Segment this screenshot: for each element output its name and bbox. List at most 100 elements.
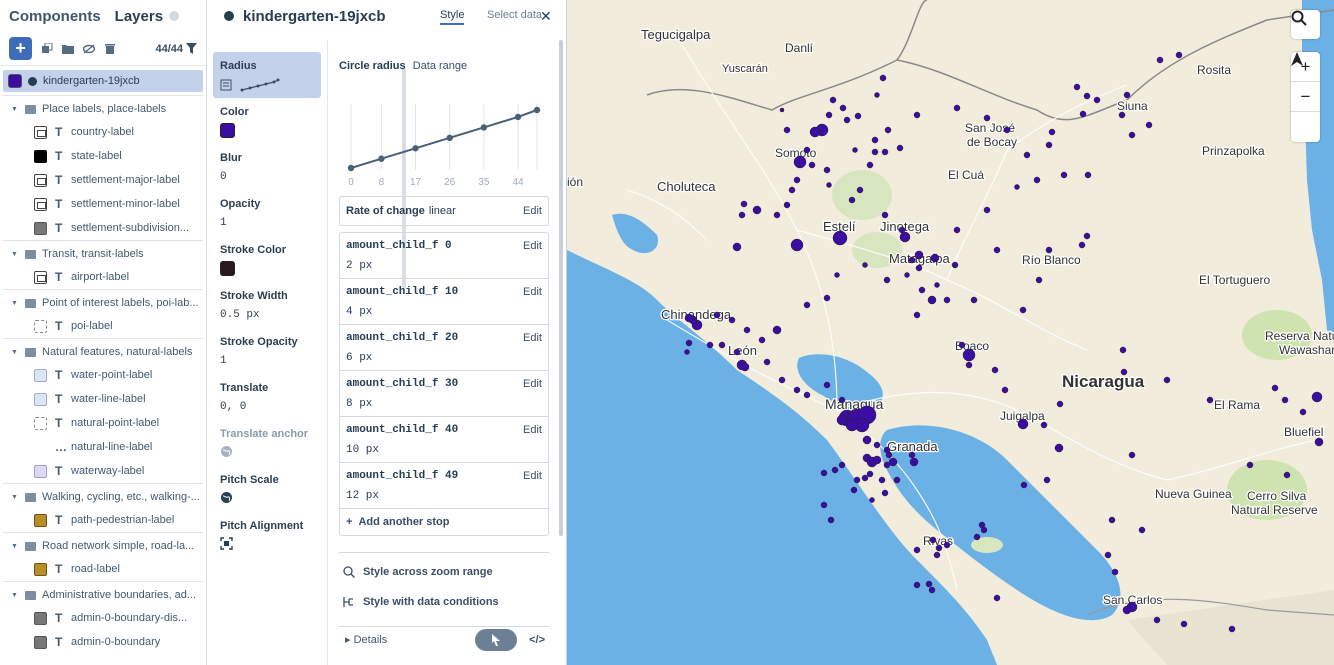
kindergarten-point[interactable]	[918, 286, 926, 294]
kindergarten-point[interactable]	[1128, 131, 1136, 139]
kindergarten-point[interactable]	[856, 186, 864, 194]
stop-edit-button[interactable]: Edit	[523, 286, 542, 298]
kindergarten-point[interactable]	[848, 196, 856, 204]
kindergarten-point[interactable]	[1122, 605, 1132, 615]
kindergarten-point[interactable]	[904, 272, 910, 278]
globe-icon[interactable]	[220, 445, 314, 461]
kindergarten-point[interactable]	[1043, 476, 1051, 484]
kindergarten-point[interactable]	[738, 211, 746, 219]
kindergarten-point[interactable]	[914, 250, 924, 260]
kindergarten-point[interactable]	[1023, 151, 1031, 159]
kindergarten-point[interactable]	[706, 341, 714, 349]
kindergarten-point[interactable]	[825, 111, 833, 119]
caret-down-icon[interactable]: ▼	[11, 591, 18, 599]
property-opacity[interactable]: Opacity 1	[213, 190, 321, 236]
tab-layers[interactable]: Layers	[114, 7, 164, 25]
kindergarten-point[interactable]	[684, 349, 690, 355]
property-color[interactable]: Color	[213, 98, 321, 144]
kindergarten-point[interactable]	[1246, 461, 1254, 469]
kindergarten-point[interactable]	[965, 361, 973, 369]
kindergarten-point[interactable]	[1001, 386, 1009, 394]
property-translate-anchor[interactable]: Translate anchor	[213, 420, 321, 466]
kindergarten-point[interactable]	[935, 544, 943, 552]
kindergarten-point[interactable]	[826, 182, 832, 188]
kindergarten-point[interactable]	[1119, 346, 1127, 354]
kindergarten-point[interactable]	[850, 486, 858, 494]
kindergarten-point[interactable]	[866, 161, 874, 169]
kindergarten-point[interactable]	[773, 211, 781, 219]
kindergarten-point[interactable]	[1118, 111, 1126, 119]
kindergarten-point[interactable]	[930, 253, 940, 263]
kindergarten-point[interactable]	[852, 147, 858, 153]
kindergarten-point[interactable]	[820, 501, 828, 509]
caret-down-icon[interactable]: ▼	[11, 299, 18, 307]
kindergarten-point[interactable]	[888, 457, 898, 467]
kindergarten-point[interactable]	[933, 551, 941, 559]
stop-edit-button[interactable]: Edit	[523, 378, 542, 390]
kindergarten-point[interactable]	[1108, 516, 1116, 524]
kindergarten-point[interactable]	[808, 161, 816, 169]
chart-point[interactable]	[378, 155, 385, 162]
kindergarten-point[interactable]	[783, 201, 791, 209]
chart-point[interactable]	[347, 164, 355, 172]
kindergarten-point[interactable]	[927, 295, 937, 305]
property-scrollbar[interactable]	[402, 68, 406, 288]
tab-components[interactable]: Components	[9, 7, 101, 25]
caret-down-icon[interactable]: ▼	[11, 250, 18, 258]
kindergarten-point[interactable]	[874, 92, 880, 98]
kindergarten-point[interactable]	[732, 242, 742, 252]
kindergarten-point[interactable]	[929, 536, 937, 544]
kindergarten-point[interactable]	[861, 474, 869, 482]
kindergarten-point[interactable]	[838, 396, 846, 404]
property-pitch-scale[interactable]: Pitch Scale	[213, 466, 321, 512]
add-layer-button[interactable]: +	[9, 37, 32, 60]
stop-edit-button[interactable]: Edit	[523, 240, 542, 252]
kindergarten-point[interactable]	[838, 461, 846, 469]
globe-icon[interactable]	[220, 491, 314, 507]
caret-down-icon[interactable]: ▼	[11, 493, 18, 501]
layer-group-header[interactable]: ▼ Place labels, place-labels	[3, 98, 203, 120]
kindergarten-point[interactable]	[834, 272, 840, 278]
kindergarten-point[interactable]	[1003, 126, 1011, 134]
stop-edit-button[interactable]: Edit	[523, 470, 542, 482]
zoom-range-button[interactable]: Style across zoom range	[339, 557, 549, 587]
layer-group-header[interactable]: ▼ Walking, cycling, etc., walking-...	[3, 486, 203, 508]
kindergarten-point[interactable]	[783, 126, 791, 134]
kindergarten-point[interactable]	[881, 211, 889, 219]
kindergarten-point[interactable]	[827, 516, 835, 524]
kindergarten-point[interactable]	[793, 386, 801, 394]
search-button[interactable]	[1291, 10, 1320, 39]
kindergarten-point[interactable]	[752, 205, 762, 215]
kindergarten-point[interactable]	[684, 313, 694, 323]
kindergarten-point[interactable]	[1156, 56, 1164, 64]
kindergarten-point[interactable]	[1120, 368, 1128, 376]
code-icon[interactable]: </>	[529, 633, 545, 646]
hide-icon[interactable]	[83, 43, 95, 55]
kindergarten-point[interactable]	[973, 533, 981, 541]
kindergarten-point[interactable]	[909, 457, 919, 467]
details-toggle[interactable]: ▸ Details	[345, 634, 388, 646]
kindergarten-point[interactable]	[872, 455, 882, 465]
kindergarten-point[interactable]	[1060, 171, 1068, 179]
color-swatch[interactable]	[220, 261, 235, 276]
kindergarten-point[interactable]	[793, 176, 801, 184]
kindergarten-point[interactable]	[831, 466, 839, 474]
kindergarten-point[interactable]	[908, 256, 916, 264]
kindergarten-point[interactable]	[1017, 418, 1029, 430]
kindergarten-point[interactable]	[1084, 171, 1092, 179]
layer-group-header[interactable]: ▼ Point of interest labels, poi-lab...	[3, 292, 203, 314]
kindergarten-point[interactable]	[862, 262, 868, 268]
kindergarten-point[interactable]	[758, 336, 766, 344]
color-swatch[interactable]	[220, 123, 235, 138]
kindergarten-point[interactable]	[878, 476, 886, 484]
property-stroke-opacity[interactable]: Stroke Opacity 1	[213, 328, 321, 374]
kindergarten-point[interactable]	[793, 155, 807, 169]
filter-icon[interactable]	[186, 43, 197, 54]
kindergarten-point[interactable]	[1283, 471, 1291, 479]
